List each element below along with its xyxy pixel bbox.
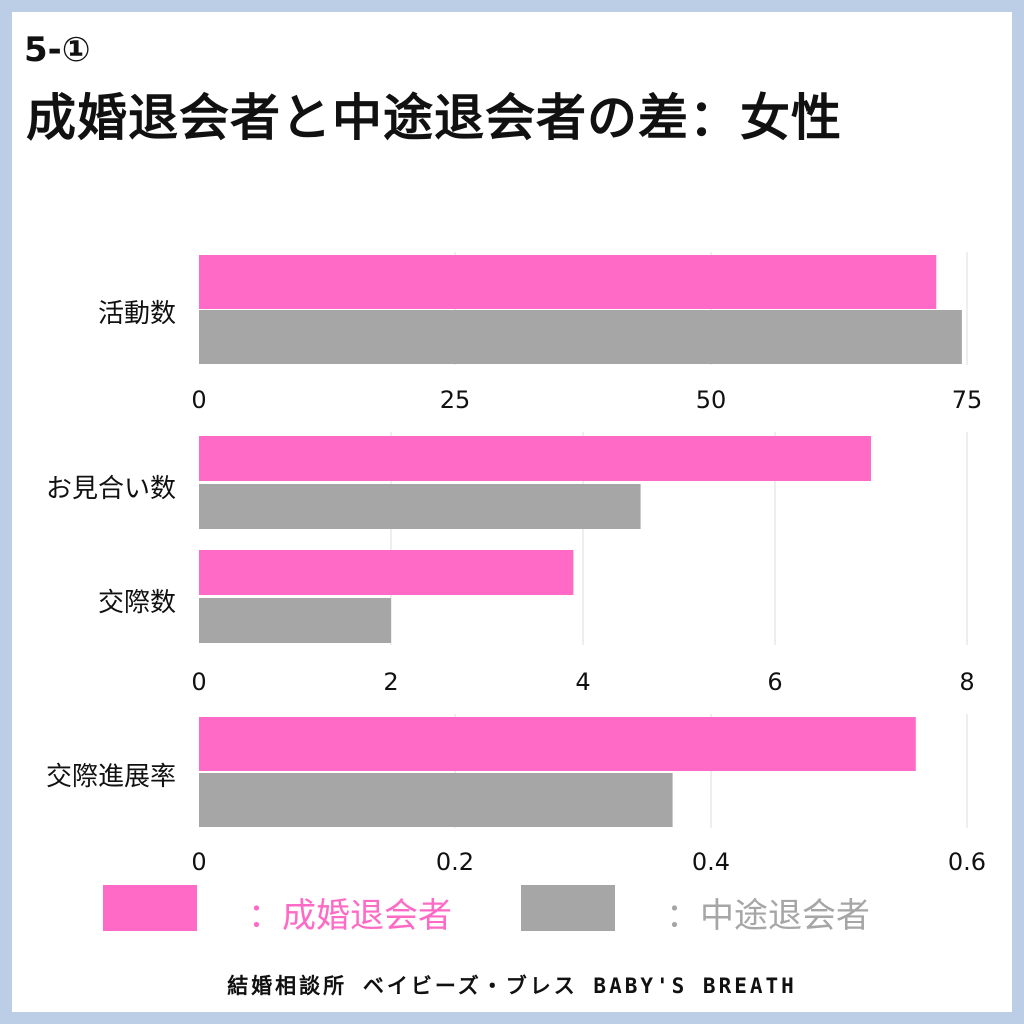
x-tick-label: 8 [959,668,974,696]
bar-midway [199,310,962,364]
x-tick-label: 0.4 [692,848,730,876]
footer-brand: 結婚相談所 ベイビーズ・ブレス BABY'S BREATH [227,974,797,998]
x-tick-label: 25 [440,386,471,414]
figure-number: 5-① [24,30,91,70]
category-label: 活動数 [98,299,176,329]
x-tick-label: 2 [383,668,398,696]
x-tick-label: 75 [952,386,983,414]
bar-midway [199,773,673,827]
bar-midway [199,484,641,529]
bar-midway [199,598,391,643]
category-label: 交際数 [98,588,176,618]
x-tick-label: 0.2 [436,848,474,876]
x-tick-label: 0 [191,386,206,414]
bar-married [199,255,937,309]
bar-married [199,436,871,481]
x-tick-label: 4 [575,668,590,696]
x-tick-label: 50 [696,386,727,414]
category-label: お見合い数 [46,474,176,504]
legend-label-married: ：成婚退会者 [248,896,452,936]
bar-married [199,717,916,771]
legend-label-midway: ：中途退会者 [666,896,870,936]
x-tick-label: 0 [191,668,206,696]
x-tick-label: 0.6 [948,848,986,876]
chart-title: 成婚退会者と中途退会者の差：女性 [26,89,842,147]
legend-swatch-midway [521,885,615,931]
legend-swatch-married [103,885,197,931]
category-label: 交際進展率 [46,762,176,792]
x-tick-label: 6 [767,668,782,696]
bar-married [199,550,574,595]
x-tick-label: 0 [191,848,206,876]
